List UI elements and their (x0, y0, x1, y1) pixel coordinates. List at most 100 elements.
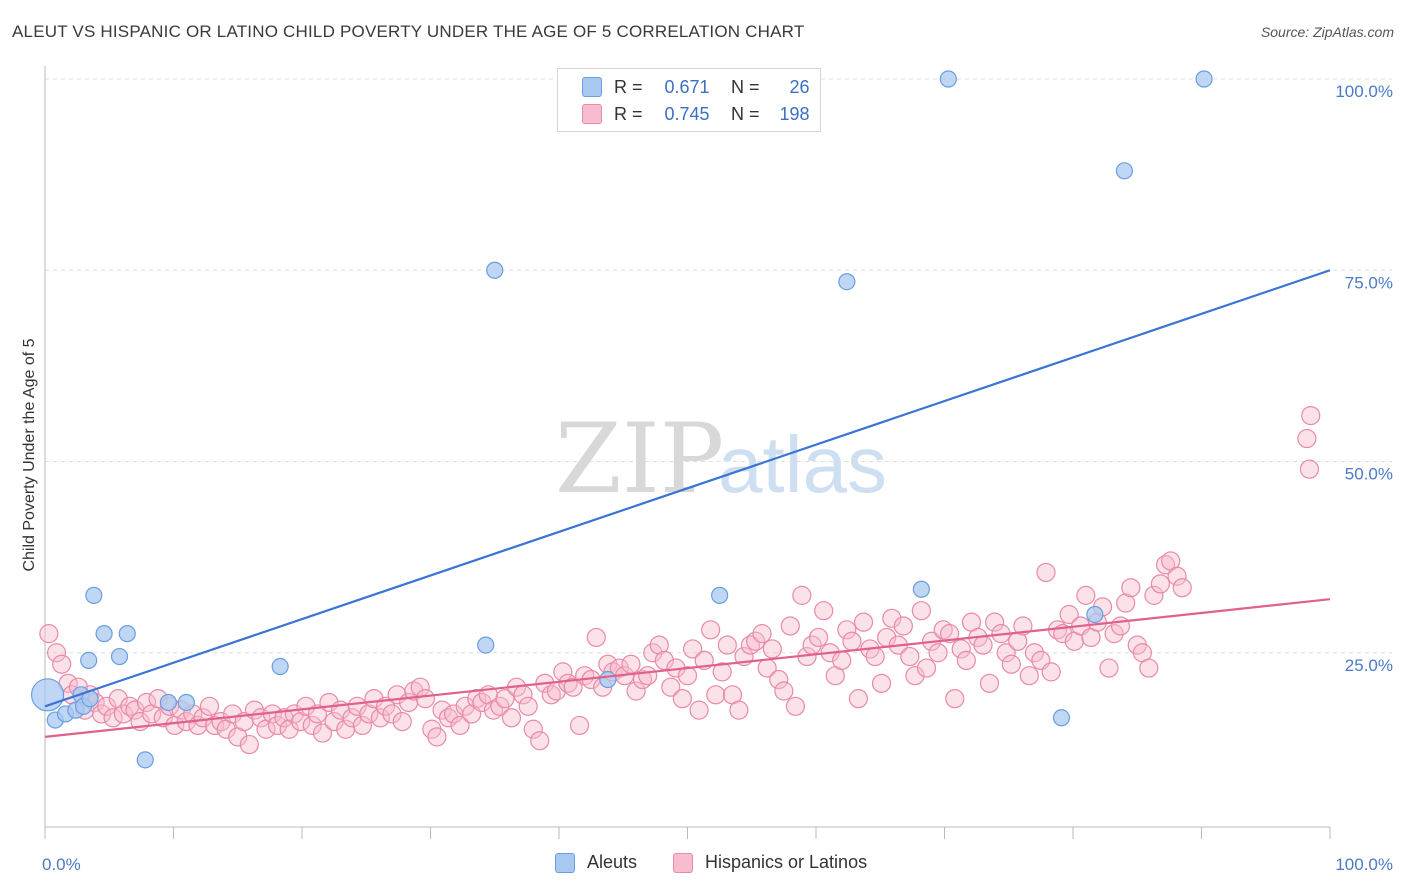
grid-lines (45, 78, 1392, 654)
hispanic-point (701, 620, 721, 640)
hispanic-point (865, 646, 885, 667)
hispanic-point (1301, 406, 1321, 426)
bottom-legend-swatch-hispanics (673, 852, 693, 873)
hispanic-point (1076, 585, 1096, 605)
aleut-point (838, 273, 856, 291)
aleut-point (486, 261, 504, 279)
hispanic-point (223, 704, 243, 724)
hispanic-point (199, 696, 220, 716)
hispanic-point (905, 666, 925, 686)
chart-source: Source: ZipAtlas.com (1260, 24, 1394, 40)
hispanic-point (558, 673, 578, 693)
hispanic-point (1110, 616, 1131, 636)
legend-r-value: 0.671 (664, 76, 710, 97)
aleut-point (95, 625, 113, 643)
hispanic-point (882, 608, 902, 628)
hispanic-point (1104, 624, 1124, 644)
hispanic-point (1024, 643, 1045, 663)
aleut-point (711, 586, 729, 604)
hispanic-point (717, 635, 737, 655)
hispanic-point (752, 624, 772, 644)
hispanic-point (392, 711, 412, 732)
hispanic-point (324, 711, 344, 732)
hispanic-point (1139, 658, 1159, 678)
hispanic-point (911, 601, 931, 621)
aleut-point (159, 693, 177, 712)
aleut-points (30, 70, 1213, 769)
hispanic-point (973, 635, 993, 655)
hispanic-point (706, 685, 726, 705)
hispanic-point (495, 689, 515, 709)
hispanic-point (267, 715, 288, 736)
hispanic-point (239, 734, 259, 755)
legend-n-label: N = (731, 103, 760, 124)
hispanic-point (359, 704, 379, 724)
bottom-legend: Aleuts Hispanics or Latinos (0, 852, 1406, 878)
hispanic-point (1041, 662, 1061, 682)
hispanic-point (1036, 562, 1056, 583)
hispanic-point (661, 677, 681, 697)
hispanic-point (632, 669, 653, 690)
aleut-point (271, 657, 289, 676)
y-tick-label: 50.0% (1345, 465, 1393, 484)
hispanic-point (951, 639, 971, 659)
hispanic-point (689, 700, 709, 720)
hispanic-point (900, 646, 920, 667)
hispanic-point (415, 689, 435, 709)
hispanic-point (940, 624, 960, 644)
aleut-point (136, 751, 154, 769)
hispanic-point (848, 689, 869, 709)
bottom-legend-swatch-aleuts (555, 852, 575, 873)
hispanic-point (814, 601, 834, 621)
hispanic-point (432, 700, 452, 720)
hispanic-point (352, 715, 372, 736)
aleut-point (177, 693, 195, 712)
hispanic-point (1013, 616, 1033, 636)
bottom-legend-label: Aleuts (587, 852, 638, 872)
hispanic-point (530, 731, 550, 751)
aleut-point (1086, 605, 1104, 624)
legend-r-value: 0.745 (664, 103, 710, 124)
y-tick-label: 100.0% (1335, 82, 1393, 101)
x-tick-labels: 0.0% 100.0% (42, 855, 1393, 874)
y-tick-labels: 25.0% 50.0% 75.0% 100.0% (1335, 82, 1393, 675)
hispanic-point (683, 639, 703, 659)
hispanic-point (279, 719, 299, 739)
aleut-point (912, 580, 930, 598)
hispanic-point (518, 696, 538, 716)
hispanic-point (1059, 604, 1079, 625)
hispanic-point (501, 708, 522, 728)
hispanic-point (39, 624, 59, 644)
legend: R = 0.671 N = 26 R = 0.745 N = 198 (557, 68, 821, 132)
hispanic-point (672, 689, 692, 709)
hispanic-point (103, 708, 123, 728)
hispanic-point (1155, 555, 1176, 575)
hispanic-point (438, 708, 459, 728)
hispanic-point (638, 666, 658, 686)
hispanic-point (382, 704, 402, 724)
hispanic-point (979, 673, 1000, 693)
legend-r-label: R = (614, 103, 643, 124)
hispanic-point (563, 677, 583, 697)
watermark-atlas: atlas (718, 420, 887, 509)
hispanic-point (1299, 459, 1320, 479)
watermark-zip: ZIP (555, 403, 724, 515)
hispanic-point (569, 715, 590, 736)
y-tick-label: 25.0% (1345, 656, 1393, 675)
hispanic-point (832, 650, 852, 671)
hispanic-point (307, 704, 328, 724)
hispanic-trend-line (44, 598, 1331, 738)
aleut-point (118, 625, 136, 643)
hispanic-point (291, 711, 311, 732)
trend-lines (44, 269, 1331, 738)
hispanic-point (1144, 585, 1164, 605)
x-tick-label: 0.0% (42, 855, 81, 874)
aleut-point (80, 651, 98, 670)
hispanic-point (52, 654, 72, 674)
hispanic-point (523, 719, 543, 739)
hispanic-point (808, 627, 829, 648)
hispanic-point (1167, 566, 1187, 586)
y-axis-label: Child Poverty Under the Age of 5 (21, 338, 38, 571)
hispanic-point (871, 673, 892, 693)
